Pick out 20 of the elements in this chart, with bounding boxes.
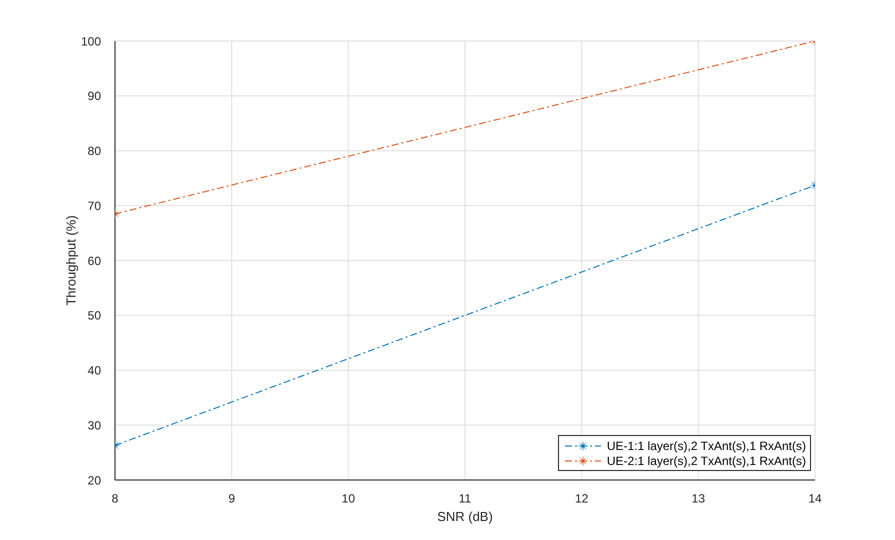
x-tick-label: 11 xyxy=(458,492,472,506)
legend-label: UE-1:1 layer(s),2 TxAnt(s),1 RxAnt(s) xyxy=(606,438,806,452)
y-tick-label: 30 xyxy=(88,418,102,432)
x-tick-label: 12 xyxy=(574,492,589,506)
y-tick-label: 80 xyxy=(88,144,102,158)
y-tick-label: 60 xyxy=(88,254,102,268)
y-axis-title: Throughput (%) xyxy=(64,215,79,306)
x-tick-label: 8 xyxy=(112,492,119,506)
x-tick-label: 13 xyxy=(692,492,706,506)
y-tick-label: 90 xyxy=(88,89,102,104)
y-tick-label: 50 xyxy=(88,308,102,323)
legend-label: UE-2:1 layer(s),2 TxAnt(s),1 RxAnt(s) xyxy=(606,454,806,468)
y-tick-label: 40 xyxy=(88,364,102,378)
y-tick-label: 70 xyxy=(88,198,102,213)
y-tick-label: 100 xyxy=(80,34,102,48)
x-tick-label: 14 xyxy=(808,492,822,506)
y-tick-label: 20 xyxy=(88,473,102,488)
x-tick-label: 9 xyxy=(228,492,236,506)
x-axis-title: SNR (dB) xyxy=(437,509,493,524)
x-tick-label: 10 xyxy=(342,492,356,506)
